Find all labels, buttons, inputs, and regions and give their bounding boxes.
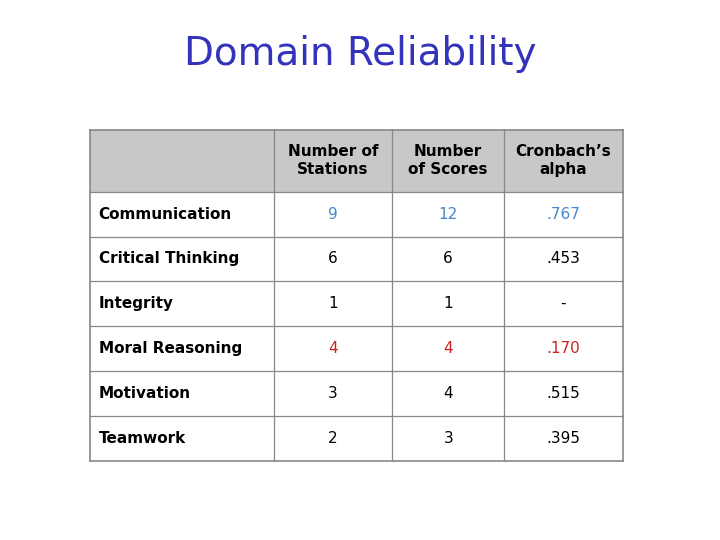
Text: .767: .767: [546, 207, 580, 221]
Text: Critical Thinking: Critical Thinking: [99, 252, 239, 266]
Text: Communication: Communication: [99, 207, 232, 221]
Bar: [90, 281, 623, 326]
Text: 9: 9: [328, 207, 338, 221]
Text: .453: .453: [546, 252, 580, 266]
Bar: [90, 237, 623, 281]
Text: 6: 6: [328, 252, 338, 266]
Text: Domain Reliability: Domain Reliability: [184, 35, 536, 73]
Text: 6: 6: [444, 252, 453, 266]
Text: 4: 4: [328, 341, 338, 356]
Text: Cronbach’s
alpha: Cronbach’s alpha: [516, 144, 611, 178]
Text: 3: 3: [444, 431, 453, 445]
Text: Moral Reasoning: Moral Reasoning: [99, 341, 242, 356]
Bar: [90, 192, 623, 237]
Text: Motivation: Motivation: [99, 386, 191, 401]
Text: 1: 1: [328, 296, 338, 311]
Text: 1: 1: [444, 296, 453, 311]
Bar: [90, 371, 623, 416]
Text: .170: .170: [546, 341, 580, 356]
Text: -: -: [561, 296, 566, 311]
Text: 3: 3: [328, 386, 338, 401]
Bar: [90, 130, 623, 192]
Text: Integrity: Integrity: [99, 296, 174, 311]
Text: .395: .395: [546, 431, 580, 445]
Text: .515: .515: [546, 386, 580, 401]
Text: 12: 12: [438, 207, 458, 221]
Bar: [90, 326, 623, 371]
Text: 2: 2: [328, 431, 338, 445]
Bar: [90, 416, 623, 461]
Text: Number
of Scores: Number of Scores: [408, 144, 488, 178]
Text: Teamwork: Teamwork: [99, 431, 186, 445]
Text: 4: 4: [444, 341, 453, 356]
Text: Number of
Stations: Number of Stations: [288, 144, 378, 178]
Text: 4: 4: [444, 386, 453, 401]
